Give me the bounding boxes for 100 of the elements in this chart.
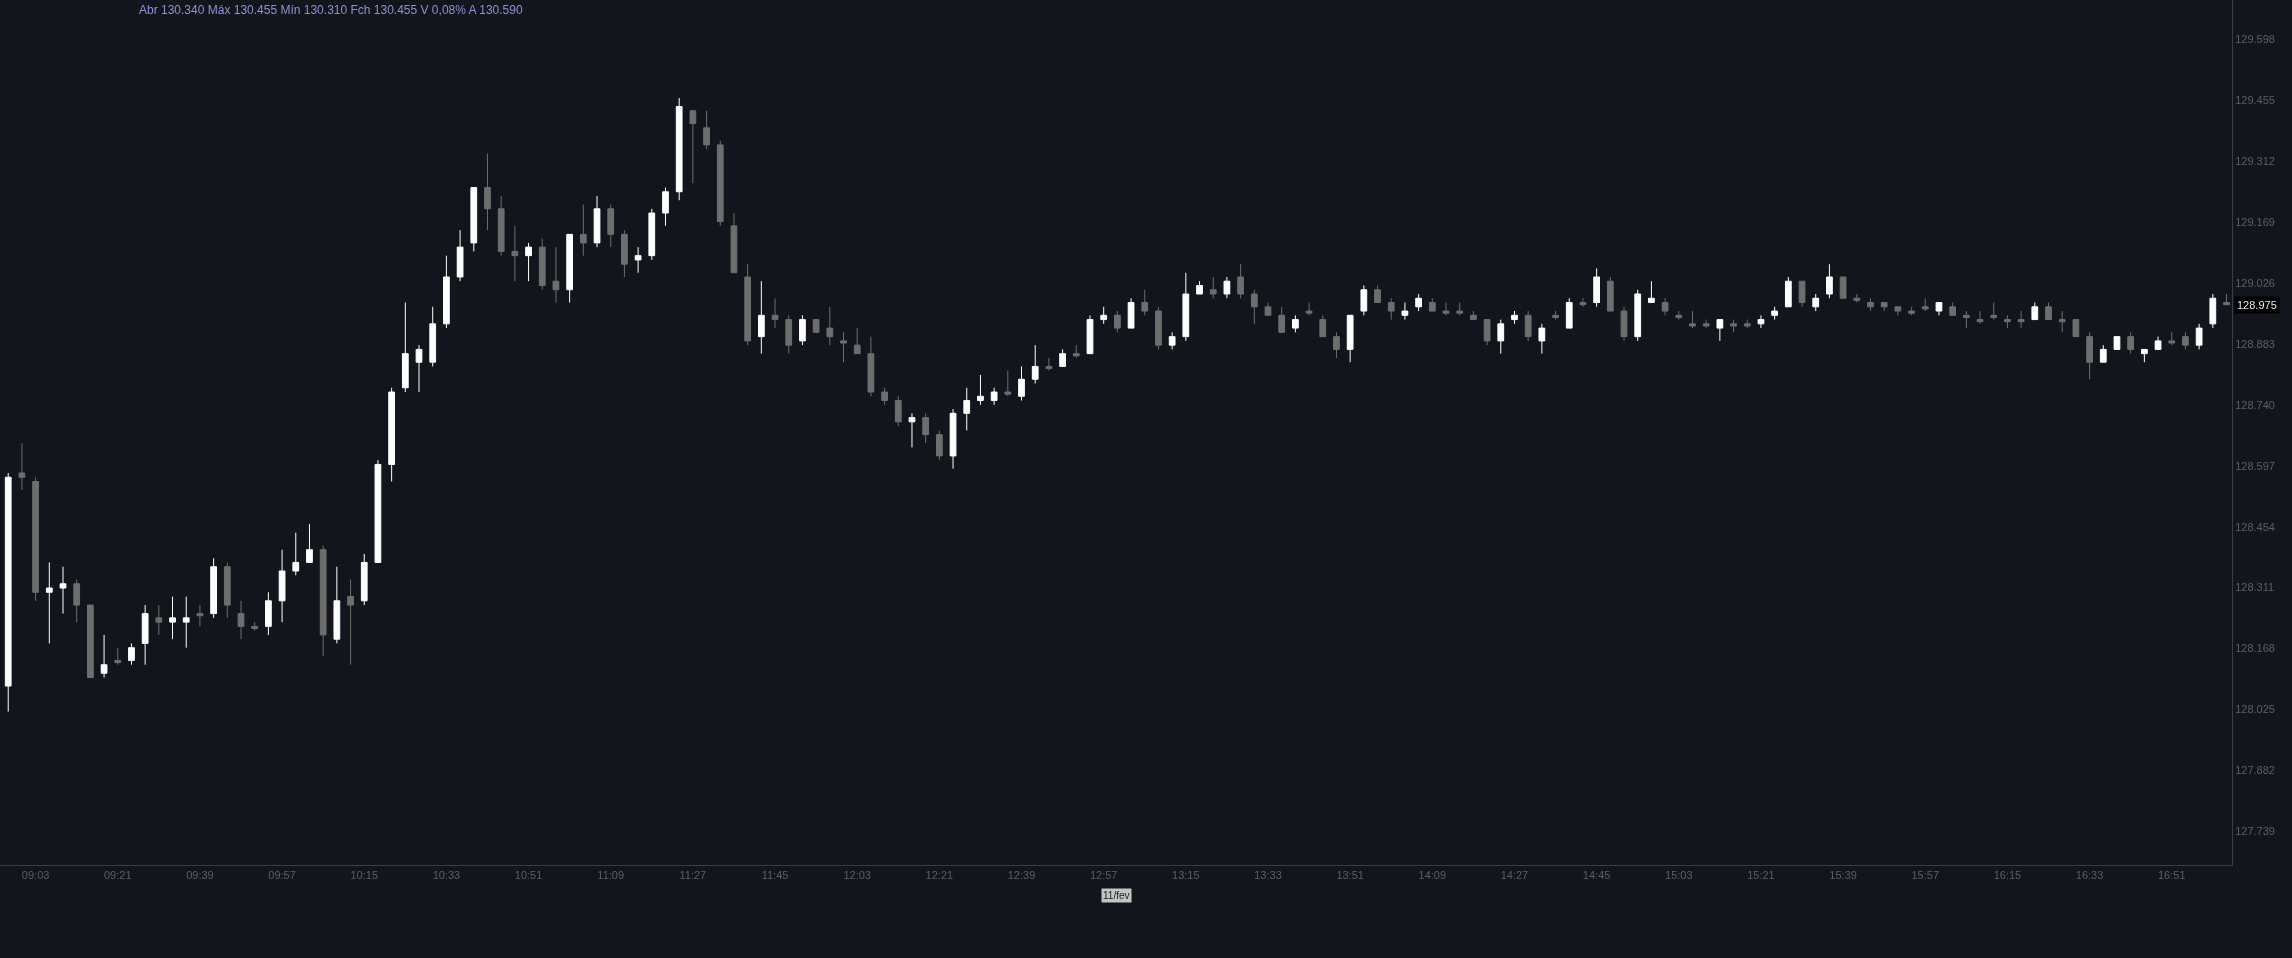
candlestick <box>1702 319 1710 329</box>
x-tick-label: 16:51 <box>2157 869 2186 882</box>
candlestick <box>415 344 423 393</box>
x-tick-label: 10:33 <box>432 869 461 882</box>
candlestick <box>1935 302 1943 316</box>
candlestick <box>662 186 669 227</box>
candlestick <box>634 246 642 274</box>
candlestick <box>1319 314 1327 338</box>
candlestick <box>1305 302 1313 316</box>
candlestick <box>1757 314 1765 329</box>
candlestick <box>525 242 532 282</box>
candlestick <box>32 476 39 602</box>
x-tick-label: 15:03 <box>1665 869 1693 882</box>
candlestick <box>2017 310 2025 329</box>
candlestick <box>1237 263 1244 299</box>
candlestick <box>1360 284 1368 316</box>
candlestick <box>1127 297 1135 329</box>
candlestick <box>1100 306 1108 325</box>
candlestick <box>319 544 327 657</box>
x-tick-label: 15:39 <box>1829 869 1857 882</box>
candlestick <box>4 472 12 713</box>
candlestick <box>1018 365 1025 402</box>
candlestick <box>1196 280 1203 295</box>
candlestick <box>1155 306 1162 350</box>
candlestick <box>1387 297 1395 321</box>
candlestick <box>2099 344 2107 363</box>
x-tick-label: 10:15 <box>350 869 379 882</box>
candlestick <box>2004 314 2011 329</box>
candlestick <box>1428 297 1436 312</box>
candlestick <box>443 255 450 329</box>
candlestick <box>1292 314 1299 333</box>
candlestick <box>552 246 560 304</box>
candlestick <box>2223 293 2230 306</box>
candlestick <box>1182 272 1190 342</box>
candlestick <box>2154 336 2162 350</box>
candlestick <box>401 302 409 393</box>
x-tick-label: 11:27 <box>679 869 707 882</box>
candlestick <box>1730 319 1737 333</box>
y-tick-label: 128.168 <box>2235 642 2275 655</box>
candlestick <box>1031 344 1039 384</box>
candlestick <box>45 561 53 644</box>
candlestick <box>538 238 546 291</box>
candlestick <box>2072 319 2080 338</box>
candlestick <box>1141 289 1149 316</box>
candlestick <box>1606 276 1614 312</box>
text: 128.975 <box>2237 299 2277 311</box>
candlestick <box>1415 293 1422 312</box>
candlestick <box>1168 331 1176 350</box>
y-tick-label: 128.454 <box>2235 520 2275 533</box>
candlestick <box>1853 293 1861 304</box>
candlestick <box>648 208 656 261</box>
candlestick <box>497 195 505 257</box>
candlestick <box>1620 306 1628 342</box>
candlestick <box>1784 276 1792 308</box>
x-tick-label: 12:39 <box>1007 869 1036 882</box>
candlestick <box>265 591 272 636</box>
candlestick <box>1278 306 1286 333</box>
x-tick-label: 12:03 <box>843 869 871 882</box>
candlestick <box>155 604 163 636</box>
candlestick <box>1593 267 1601 308</box>
candlestick <box>456 229 464 282</box>
candlestick <box>812 319 820 333</box>
x-tick-label: 09:03 <box>21 869 50 882</box>
text: 11/fev <box>1103 890 1130 901</box>
candlestick <box>1072 344 1080 359</box>
candlestick <box>1524 310 1532 342</box>
candlestick <box>1374 284 1381 304</box>
candlestick <box>484 152 491 231</box>
candlestick <box>922 412 930 444</box>
candlestick <box>1456 302 1464 316</box>
candlestick <box>949 408 957 470</box>
candlestick <box>1483 319 1491 346</box>
x-tick-label: 13:51 <box>1336 869 1364 882</box>
x-tick-label: 14:45 <box>1582 869 1611 882</box>
candlestick <box>2113 336 2121 350</box>
candlestick <box>1648 280 1655 304</box>
x-tick-label: 16:33 <box>2075 869 2104 882</box>
candlestick <box>881 387 888 406</box>
x-tick-label: 16:15 <box>1993 869 2022 882</box>
x-tick-label: 10:51 <box>514 869 543 882</box>
candlestick <box>1949 302 1957 316</box>
candlestick <box>730 212 738 274</box>
candlestick <box>1401 302 1409 321</box>
candlestick <box>2209 293 2217 329</box>
candlestick <box>1511 310 1518 325</box>
candlestick <box>1045 357 1053 372</box>
candlestick <box>388 387 395 482</box>
candlestick <box>2127 331 2135 355</box>
candlestick <box>1223 276 1231 299</box>
candlestick <box>1565 297 1573 329</box>
candlestick <box>1921 297 1929 312</box>
candlestick <box>2140 348 2148 363</box>
candlestick <box>2058 310 2066 333</box>
candlestick <box>292 532 300 576</box>
candlestick <box>593 195 601 248</box>
candlestick <box>1264 302 1272 316</box>
candlestick <box>18 442 26 491</box>
candlestick <box>716 140 724 227</box>
candlestick <box>908 412 916 448</box>
candlestick <box>1771 306 1779 321</box>
